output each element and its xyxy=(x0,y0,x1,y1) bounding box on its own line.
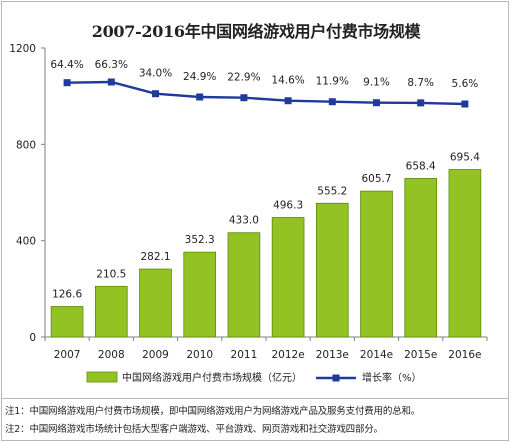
growth-rate-label: 66.3% xyxy=(95,59,128,71)
y-tick-label: 0 xyxy=(29,332,36,344)
x-tick-label: 2010 xyxy=(186,349,213,361)
x-tick-label: 2007 xyxy=(54,349,81,361)
growth-rate-point xyxy=(461,100,469,108)
bar-2008 xyxy=(94,285,128,338)
bar-2012e xyxy=(271,217,305,338)
legend-bar-swatch xyxy=(86,371,118,383)
growth-rate-point xyxy=(328,98,336,106)
x-tick-label: 2016e xyxy=(448,349,481,361)
growth-rate-label: 8.7% xyxy=(407,77,434,89)
growth-rate-line xyxy=(67,80,465,106)
growth-rate-point xyxy=(107,78,115,86)
bar-2009 xyxy=(139,268,172,338)
bar-2015e xyxy=(404,178,438,338)
legend-line-label: 增长率（%） xyxy=(362,371,422,384)
growth-rate-label: 14.6% xyxy=(271,75,304,87)
x-tick-label: 2015e xyxy=(404,349,437,361)
growth-rate-point xyxy=(152,90,159,98)
y-tick-label: 800 xyxy=(16,139,36,151)
growth-rate-label: 34.0% xyxy=(139,68,172,80)
bar-2014e xyxy=(360,190,393,338)
growth-rate-point xyxy=(240,94,248,102)
bar-value-label: 605.7 xyxy=(361,173,391,185)
chart-title: 2007-2016年中国网络游戏用户付费市场规模 xyxy=(91,22,421,41)
x-tick-label: 2012e xyxy=(272,349,305,361)
x-tick-label: 2011 xyxy=(231,349,258,361)
x-tick-label: 2009 xyxy=(142,349,169,361)
bar-value-label: 433.0 xyxy=(229,215,259,227)
bar-value-label: 282.1 xyxy=(140,251,170,263)
bar-2016e xyxy=(448,169,482,338)
bar-value-label: 658.4 xyxy=(406,160,436,172)
legend-line-marker xyxy=(332,374,340,382)
bar-value-label: 496.3 xyxy=(273,199,303,211)
growth-rate-label: 64.4% xyxy=(50,59,83,71)
growth-rate-label: 22.9% xyxy=(227,72,260,84)
footnote-1: 注1：中国网络游戏用户付费市场规模，即中国网络游戏用户为网络游戏产品及服务支付费… xyxy=(5,406,421,417)
growth-rate-point xyxy=(373,99,380,107)
bar-2013e xyxy=(315,202,349,338)
y-tick-label: 1200 xyxy=(9,43,36,55)
growth-rate-label: 11.9% xyxy=(316,76,349,88)
bar-value-label: 126.6 xyxy=(52,289,82,301)
legend-bar-label: 中国网络游戏用户付费市场规模（亿元） xyxy=(122,371,302,384)
growth-rate-point xyxy=(284,97,292,105)
bar-2011 xyxy=(227,232,261,338)
notes-divider xyxy=(1,398,509,399)
bar-value-label: 352.3 xyxy=(185,234,215,246)
growth-rate-point xyxy=(196,93,204,101)
growth-rate-label: 9.1% xyxy=(363,77,390,89)
bar-value-label: 210.5 xyxy=(96,268,126,280)
bar-value-label: 555.2 xyxy=(317,185,347,197)
footnote-2: 注2：中国网络游戏市场统计包括大型客户端游戏、平台游戏、网页游戏和社交游戏四部分… xyxy=(5,424,383,435)
growth-rate-point xyxy=(63,79,71,87)
growth-rate-label: 24.9% xyxy=(183,71,216,83)
x-tick-label: 2008 xyxy=(98,349,125,361)
x-tick-label: 2013e xyxy=(316,349,349,361)
growth-rate-point xyxy=(417,99,425,107)
x-tick-label: 2014e xyxy=(360,349,393,361)
bar-2010 xyxy=(183,251,217,338)
growth-rate-label: 5.6% xyxy=(452,78,479,90)
bar-value-label: 695.4 xyxy=(450,152,480,164)
y-tick-label: 400 xyxy=(16,236,36,248)
bar-2007 xyxy=(50,306,84,338)
